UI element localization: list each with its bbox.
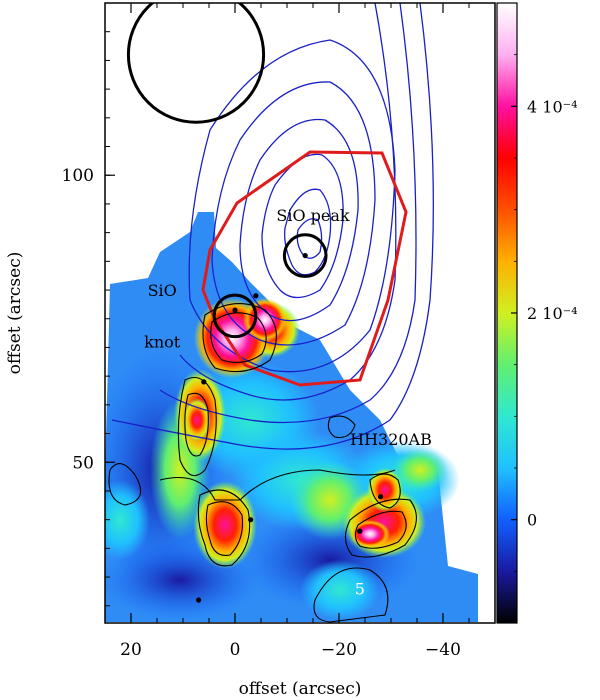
colorbar-tick-label: 0 (527, 511, 537, 530)
annotation-label: SiO (148, 281, 177, 300)
intensity-contour (369, 473, 401, 509)
intensity-contour (313, 567, 389, 623)
sio-contour (211, 81, 376, 346)
sio-contour (111, 3, 434, 450)
source-marker (248, 517, 254, 523)
intensity-contour (184, 392, 209, 457)
intensity-blob (300, 560, 380, 620)
source-marker (232, 307, 238, 313)
source-marker (201, 379, 207, 385)
sio-contour (239, 118, 359, 322)
intensity-blob (392, 448, 448, 492)
red-contour (201, 150, 408, 387)
sio-contour (159, 3, 417, 424)
intensity-contour (197, 489, 251, 567)
intensity-contour (159, 469, 396, 501)
x-tick-label: 0 (230, 640, 241, 660)
intensity-contour (202, 303, 277, 373)
source-marker (302, 252, 308, 259)
intensity-contour (108, 463, 142, 506)
sio-contour (296, 218, 323, 259)
annotation-label: 5 (355, 579, 365, 598)
axes: 20 0 −20 −40 50 100 (62, 3, 470, 660)
y-tick-label: 50 (72, 453, 94, 473)
annotation-label: SiO peak (276, 206, 350, 225)
annotation-label: knot (144, 332, 181, 351)
intensity-blob (367, 468, 403, 512)
sio-contour (284, 188, 332, 276)
sio-contour (261, 153, 344, 299)
intensity-contour (210, 312, 267, 363)
y-axis-label: offset (arcsec) (5, 252, 25, 375)
x-axis-label: offset (arcsec) (239, 679, 362, 699)
x-tick-label: 20 (120, 640, 142, 660)
colorbar-tick-label: 2 10⁻⁴ (527, 304, 577, 323)
beam-circle-3 (212, 293, 258, 339)
intensity-contour (205, 501, 244, 556)
intensity-contour (327, 415, 356, 439)
intensity-blob (350, 520, 390, 548)
annotation-label: HH320AB (350, 430, 432, 449)
intensity-blob (193, 481, 257, 569)
plot-frame (104, 2, 496, 624)
x-tick-label: −20 (321, 640, 357, 660)
source-marker (357, 528, 363, 534)
contour-overlay (108, 3, 434, 623)
y-tick-label: 100 (62, 166, 94, 186)
source-marker (378, 494, 384, 500)
sio-contour (188, 39, 396, 373)
intensity-contour (344, 498, 417, 558)
x-tick-label: −40 (425, 640, 461, 660)
intensity-contour (354, 510, 407, 549)
colorbar: 0 2 10⁻⁴ 4 10⁻⁴ (496, 2, 577, 624)
source-marker (253, 293, 259, 299)
beam-circle-2 (282, 233, 328, 278)
source-marker (196, 597, 202, 603)
colorbar-tick-label: 4 10⁻⁴ (527, 97, 577, 116)
annotations: SiO peak SiO knot HH320AB 5 (144, 206, 432, 598)
beam-circle-1 (126, 3, 266, 124)
intensity-map (105, 212, 478, 622)
intensity-contour (177, 376, 217, 477)
